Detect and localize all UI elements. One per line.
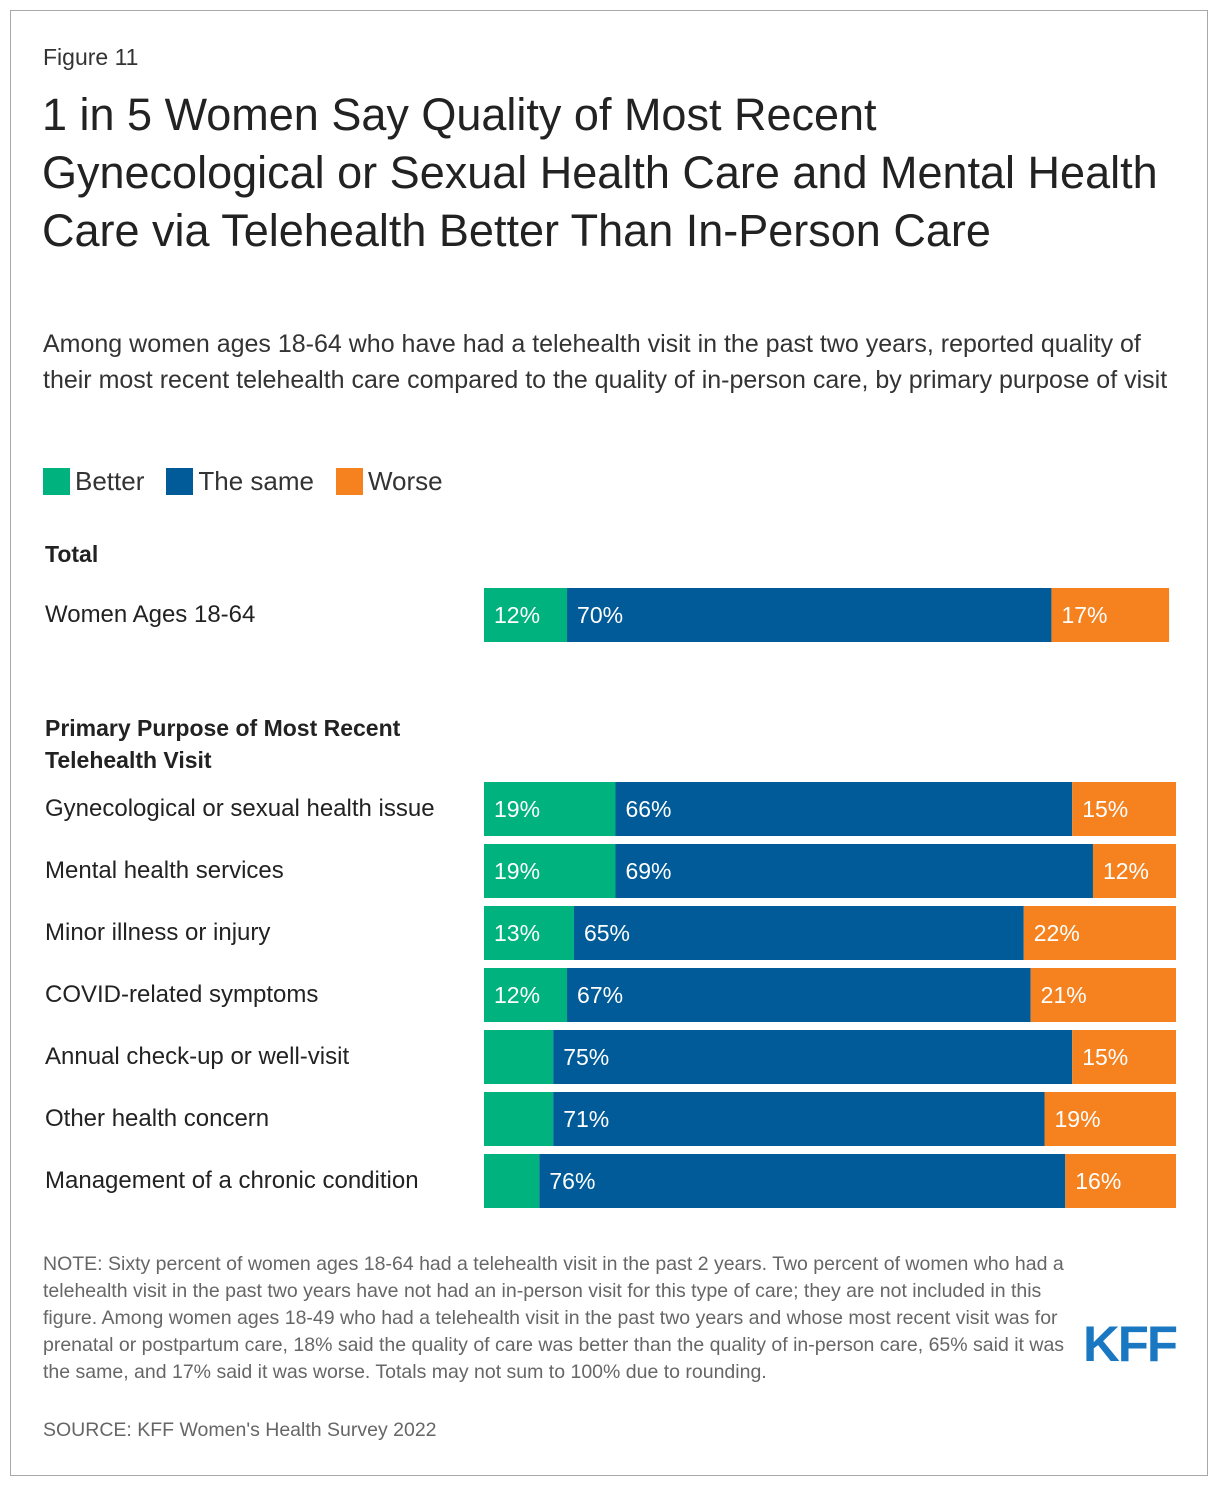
legend-label-same: The same xyxy=(198,466,314,496)
section-heading-purpose: Primary Purpose of Most Recent Telehealt… xyxy=(45,715,401,773)
chart-subtitle: Among women ages 18-64 who have had a te… xyxy=(43,330,1168,394)
chart-title: 1 in 5 Women Say Quality of Most Recent … xyxy=(42,89,1158,256)
legend-label-worse: Worse xyxy=(367,466,443,496)
category-label: Women Ages 18-64 xyxy=(45,601,256,628)
legend-item-same: The same xyxy=(166,466,314,497)
legend-swatch-better xyxy=(43,468,70,495)
legend-label-better: Better xyxy=(75,466,145,496)
legend-swatch-worse xyxy=(335,468,363,495)
category-label: Management of a chronic condition xyxy=(45,1167,419,1194)
category-label: Minor illness or injury xyxy=(45,919,271,946)
chart-note: NOTE: Sixty percent of women ages 18-64 … xyxy=(43,1253,1065,1383)
legend-item-worse: Worse xyxy=(335,466,443,497)
kff-logo: KFF xyxy=(1083,1318,1177,1368)
figure-label: Figure 11 xyxy=(43,44,139,70)
category-label: Annual check-up or well-visit xyxy=(45,1043,350,1070)
legend-item-better: Better xyxy=(43,466,144,497)
section-heading-total: Total xyxy=(45,541,99,567)
category-label: Mental health services xyxy=(45,857,284,884)
legend: Better The same Worse xyxy=(43,466,465,497)
chart-source: SOURCE: KFF Women's Health Survey 2022 xyxy=(43,1419,437,1441)
legend-swatch-same xyxy=(166,468,194,495)
category-label: COVID-related symptoms xyxy=(45,981,319,1008)
category-label: Gynecological or sexual health issue xyxy=(45,795,435,822)
figure-frame xyxy=(10,10,1208,1476)
kff-logo-text: KFF xyxy=(1083,1318,1176,1368)
category-label: Other health concern xyxy=(45,1105,270,1132)
